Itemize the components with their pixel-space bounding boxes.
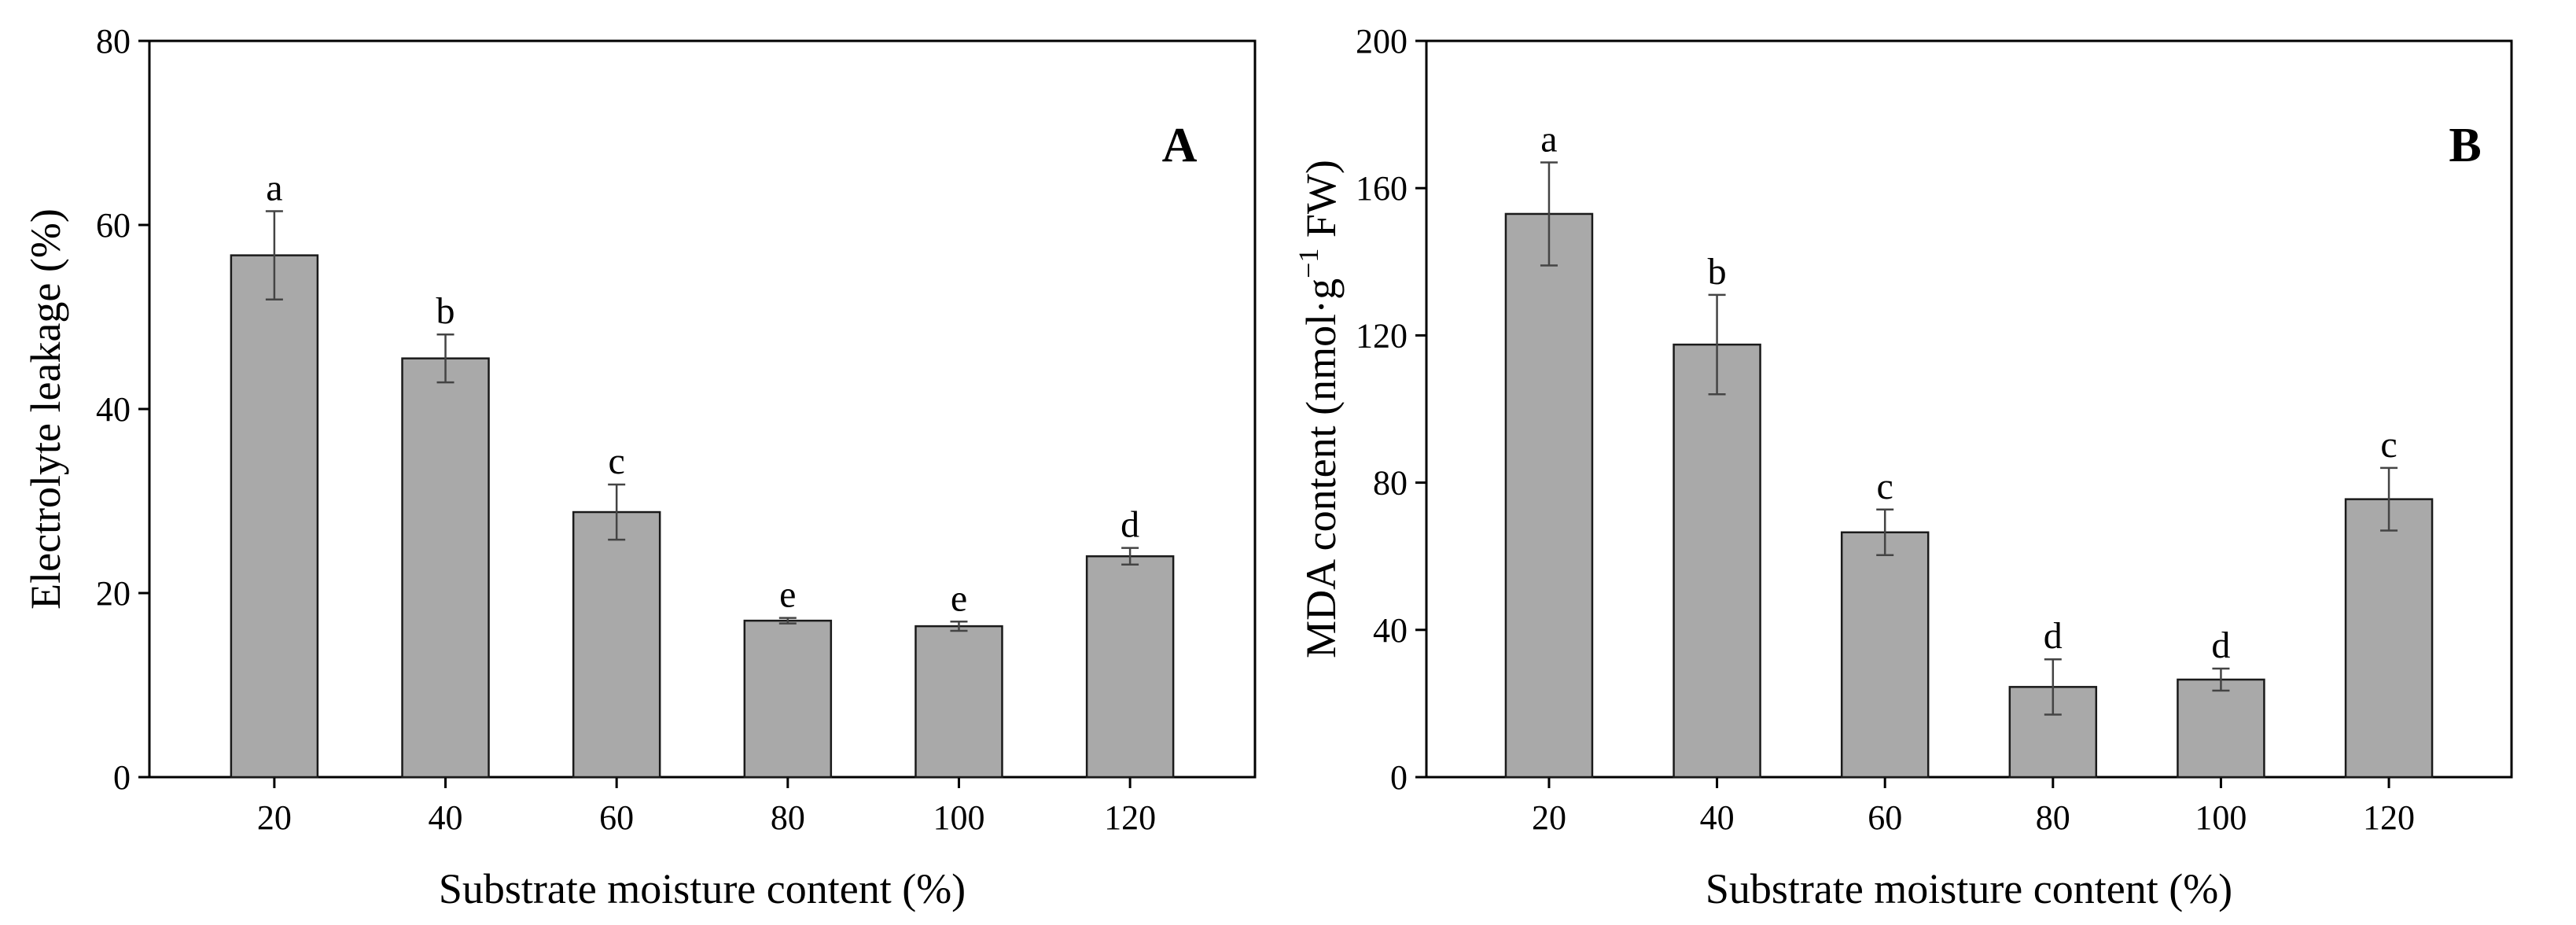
- significance-letter: e: [951, 577, 967, 619]
- panel-label: B: [2449, 119, 2481, 172]
- y-ticks: 0 20 40 60 80: [96, 22, 149, 797]
- bar: [1085, 555, 1175, 779]
- y-tick-label: 60: [96, 206, 131, 245]
- bar: [572, 510, 661, 779]
- y-tick-label: 160: [1356, 169, 1408, 208]
- y-axis-title: MDA content (nmol·g−1 FW): [1293, 160, 1345, 658]
- x-tick-label: 80: [2036, 798, 2070, 837]
- significance-letter: c: [2380, 424, 2397, 466]
- y-axis-title-end: FW): [1297, 160, 1345, 248]
- x-axis-title: Substrate moisture content (%): [439, 865, 966, 912]
- bar: [401, 357, 490, 779]
- x-tick-label: 100: [933, 798, 984, 837]
- significance-letter: b: [436, 290, 455, 332]
- bar: [1840, 531, 1930, 779]
- x-tick-label: 80: [771, 798, 805, 837]
- x-tick-label: 60: [1868, 798, 1902, 837]
- bar: [2344, 498, 2434, 779]
- significance-letter: d: [2211, 625, 2230, 666]
- plot-frame: [1425, 39, 2513, 779]
- x-axis-title: Substrate moisture content (%): [1706, 865, 2232, 912]
- panel-label: A: [1162, 119, 1198, 172]
- bars: a b c d d c: [1504, 118, 2434, 779]
- x-tick-label: 20: [1532, 798, 1566, 837]
- y-tick-label: 0: [1390, 758, 1408, 797]
- y-ticks: 0 40 80 120 160 200: [1356, 22, 1426, 797]
- bar: [743, 619, 833, 779]
- x-tick-label: 40: [1700, 798, 1735, 837]
- y-tick-label: 80: [1373, 464, 1408, 503]
- y-axis-title-sup: −1: [1293, 249, 1324, 278]
- x-tick-label: 60: [599, 798, 634, 837]
- y-axis-title-main: MDA content (nmol·g: [1297, 278, 1345, 658]
- x-tick-label: 100: [2195, 798, 2247, 837]
- x-tick-label: 20: [257, 798, 292, 837]
- bar: [230, 254, 319, 779]
- significance-letter: c: [1877, 466, 1893, 507]
- y-tick-label: 20: [96, 574, 131, 613]
- significance-letter: a: [266, 167, 282, 208]
- panel-a: 0 20 40 60 80 20 40 60 80 100 120 a b c e e d Substrat…: [22, 22, 1257, 912]
- x-tick-label: 40: [429, 798, 463, 837]
- bar: [2177, 678, 2265, 779]
- bar: [1673, 343, 1761, 779]
- y-tick-label: 0: [113, 758, 131, 797]
- significance-letter: a: [1540, 118, 1557, 160]
- significance-letter: d: [2044, 615, 2063, 657]
- y-tick-label: 40: [96, 390, 131, 429]
- y-tick-label: 80: [96, 22, 131, 61]
- bar: [1504, 212, 1594, 779]
- y-tick-label: 40: [1373, 611, 1408, 650]
- y-axis-title: Electrolyte leakage (%): [22, 208, 69, 610]
- y-tick-label: 120: [1356, 316, 1408, 355]
- x-ticks: 20 40 60 80 100 120: [257, 777, 1156, 837]
- x-tick-label: 120: [1104, 798, 1156, 837]
- significance-letter: c: [609, 440, 625, 482]
- x-tick-label: 120: [2363, 798, 2415, 837]
- y-tick-label: 200: [1356, 22, 1408, 61]
- significance-letter: b: [1708, 251, 1727, 293]
- bar: [914, 625, 1003, 779]
- x-ticks: 20 40 60 80 100 120: [1532, 777, 2415, 837]
- bars: a b c e e d: [230, 167, 1175, 779]
- panel-b: 0 40 80 120 160 200 20 40 60 80 100 120 a b c d d c Sub…: [1293, 22, 2513, 912]
- significance-letter: d: [1121, 504, 1139, 546]
- significance-letter: e: [779, 574, 796, 616]
